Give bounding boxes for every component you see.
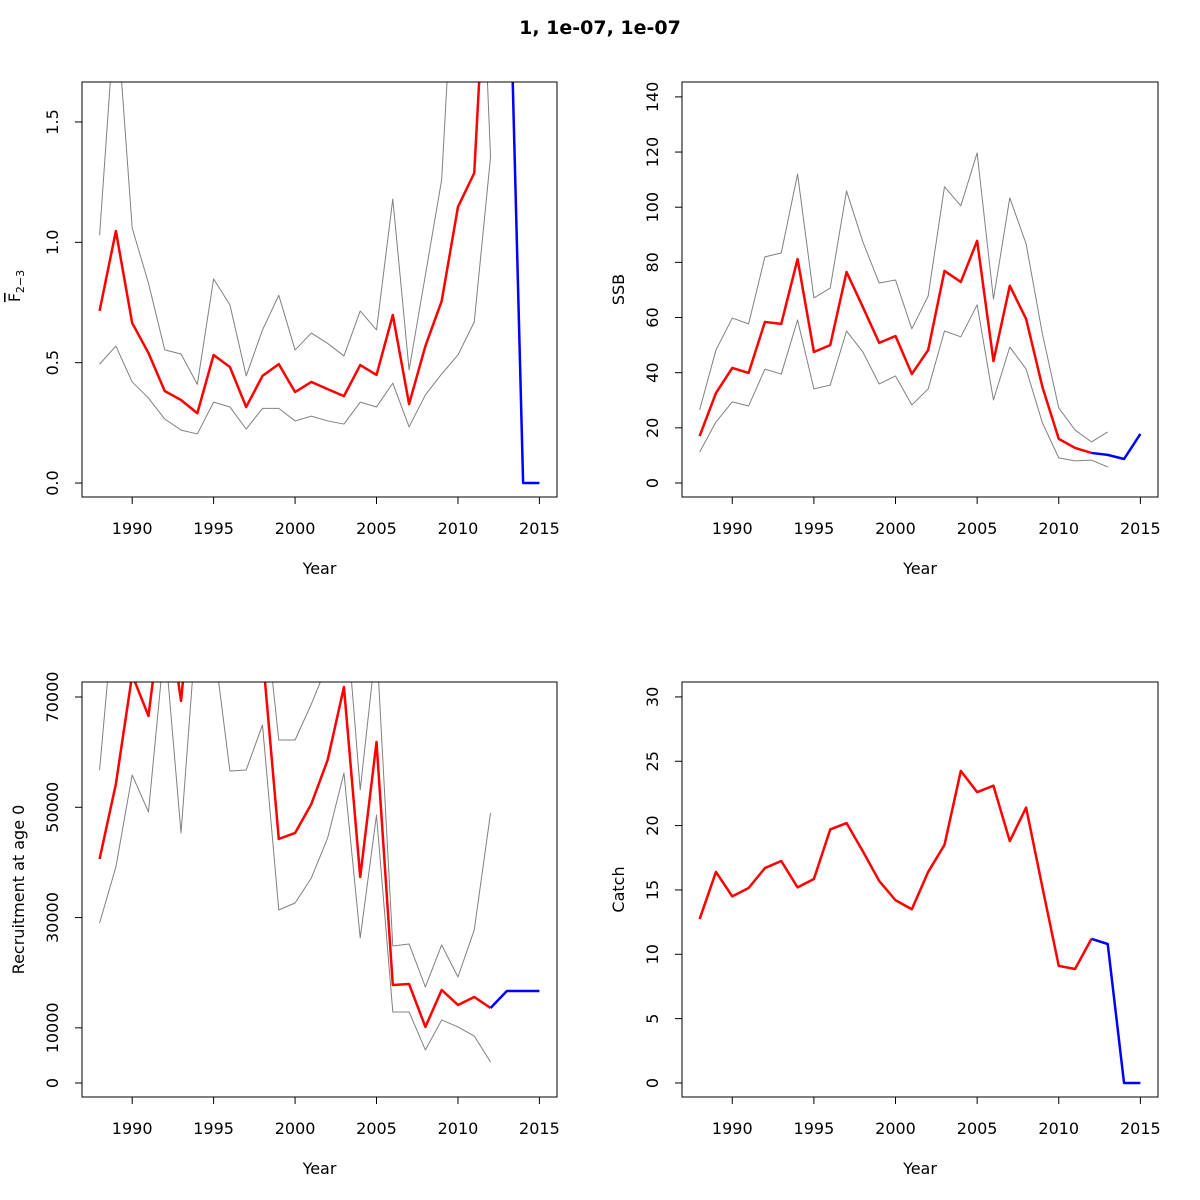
y-tick-label: 70000 [43,672,62,723]
x-tick-label: 2000 [275,1119,316,1138]
plot-frame [81,681,558,1098]
y-tick-label: 1.0 [43,230,62,255]
series-line [1091,937,1141,1085]
y-tick-label: 50000 [43,782,62,833]
series-line [99,82,492,385]
y-tick-label: 5 [643,1014,662,1024]
series-line [511,82,540,485]
plot-area [98,82,540,485]
series-line [1091,433,1142,461]
y-tick-label: 60 [643,307,662,327]
y-tick-label: 0.5 [43,350,62,375]
y-tick-label: 10000 [43,1002,62,1053]
x-tick-label: 1995 [193,1119,234,1138]
x-tick-label: 2000 [875,1119,916,1138]
x-tick-label: 2010 [438,519,479,538]
x-tick-label: 2015 [1120,1119,1161,1138]
x-tick-label: 2015 [1120,519,1161,538]
x-tick-label: 2015 [519,1119,560,1138]
y-tick-label: 15 [643,880,662,900]
x-tick-label: 1990 [112,519,153,538]
x-axis-label: Year [302,1159,337,1178]
x-tick-label: 2000 [875,519,916,538]
plot-frame [81,81,558,498]
plot-area [98,682,540,1063]
y-tick-label: 80 [643,252,662,272]
y-tick-label: 0 [43,1078,62,1088]
y-axis-label: SSB [609,274,628,305]
x-tick-label: 1995 [794,1119,835,1138]
x-tick-label: 2010 [1038,519,1079,538]
x-axis-label: Year [902,1159,937,1178]
series-line [99,682,492,988]
y-axis-label-sub: 2−3 [14,270,27,293]
y-axis-label: Recruitment at age 0 [9,805,28,975]
y-tick-label: 0.0 [43,470,62,495]
x-tick-label: 2000 [275,519,316,538]
x-tick-label: 2015 [519,519,560,538]
x-tick-label: 1995 [193,519,234,538]
y-tick-label: 10 [643,944,662,964]
y-tick-label: 120 [643,137,662,168]
series-line [99,157,492,435]
plot-frame [681,81,1159,498]
y-tick-label: 30 [643,687,662,707]
y-axis-label: Catch [609,866,628,912]
y-tick-label: 25 [643,751,662,771]
x-axis-label: Year [302,559,337,578]
x-tick-label: 2010 [1038,1119,1079,1138]
series-line [98,82,481,415]
series-line [98,682,492,1029]
y-tick-label: 20 [643,418,662,438]
plot-area [698,152,1142,468]
y-tick-label: 0 [643,1078,662,1088]
x-tick-label: 1990 [712,1119,753,1138]
x-tick-label: 2005 [356,1119,397,1138]
y-tick-label: 140 [643,82,662,113]
x-tick-label: 1990 [712,519,753,538]
y-tick-label: 40 [643,362,662,382]
figure-title: 1, 1e-07, 1e-07 [519,17,681,39]
series-line [698,239,1092,455]
series-line [698,769,1093,971]
series-line [699,304,1108,468]
x-tick-label: 1995 [794,519,835,538]
y-tick-label: 100 [643,192,662,223]
series-line [489,989,540,1009]
x-axis-label: Year [902,559,937,578]
series-line [699,152,1108,443]
y-tick-label: 0 [643,478,662,488]
x-tick-label: 2005 [957,519,998,538]
x-tick-label: 1990 [112,1119,153,1138]
x-tick-label: 2010 [438,1119,479,1138]
y-axis-label: F [5,293,24,302]
y-tick-label: 1.5 [43,109,62,134]
y-tick-label: 30000 [43,892,62,943]
x-tick-label: 2005 [356,519,397,538]
y-tick-label: 20 [643,815,662,835]
plot-area [698,769,1141,1085]
x-tick-label: 2005 [957,1119,998,1138]
series-line [99,682,491,1063]
